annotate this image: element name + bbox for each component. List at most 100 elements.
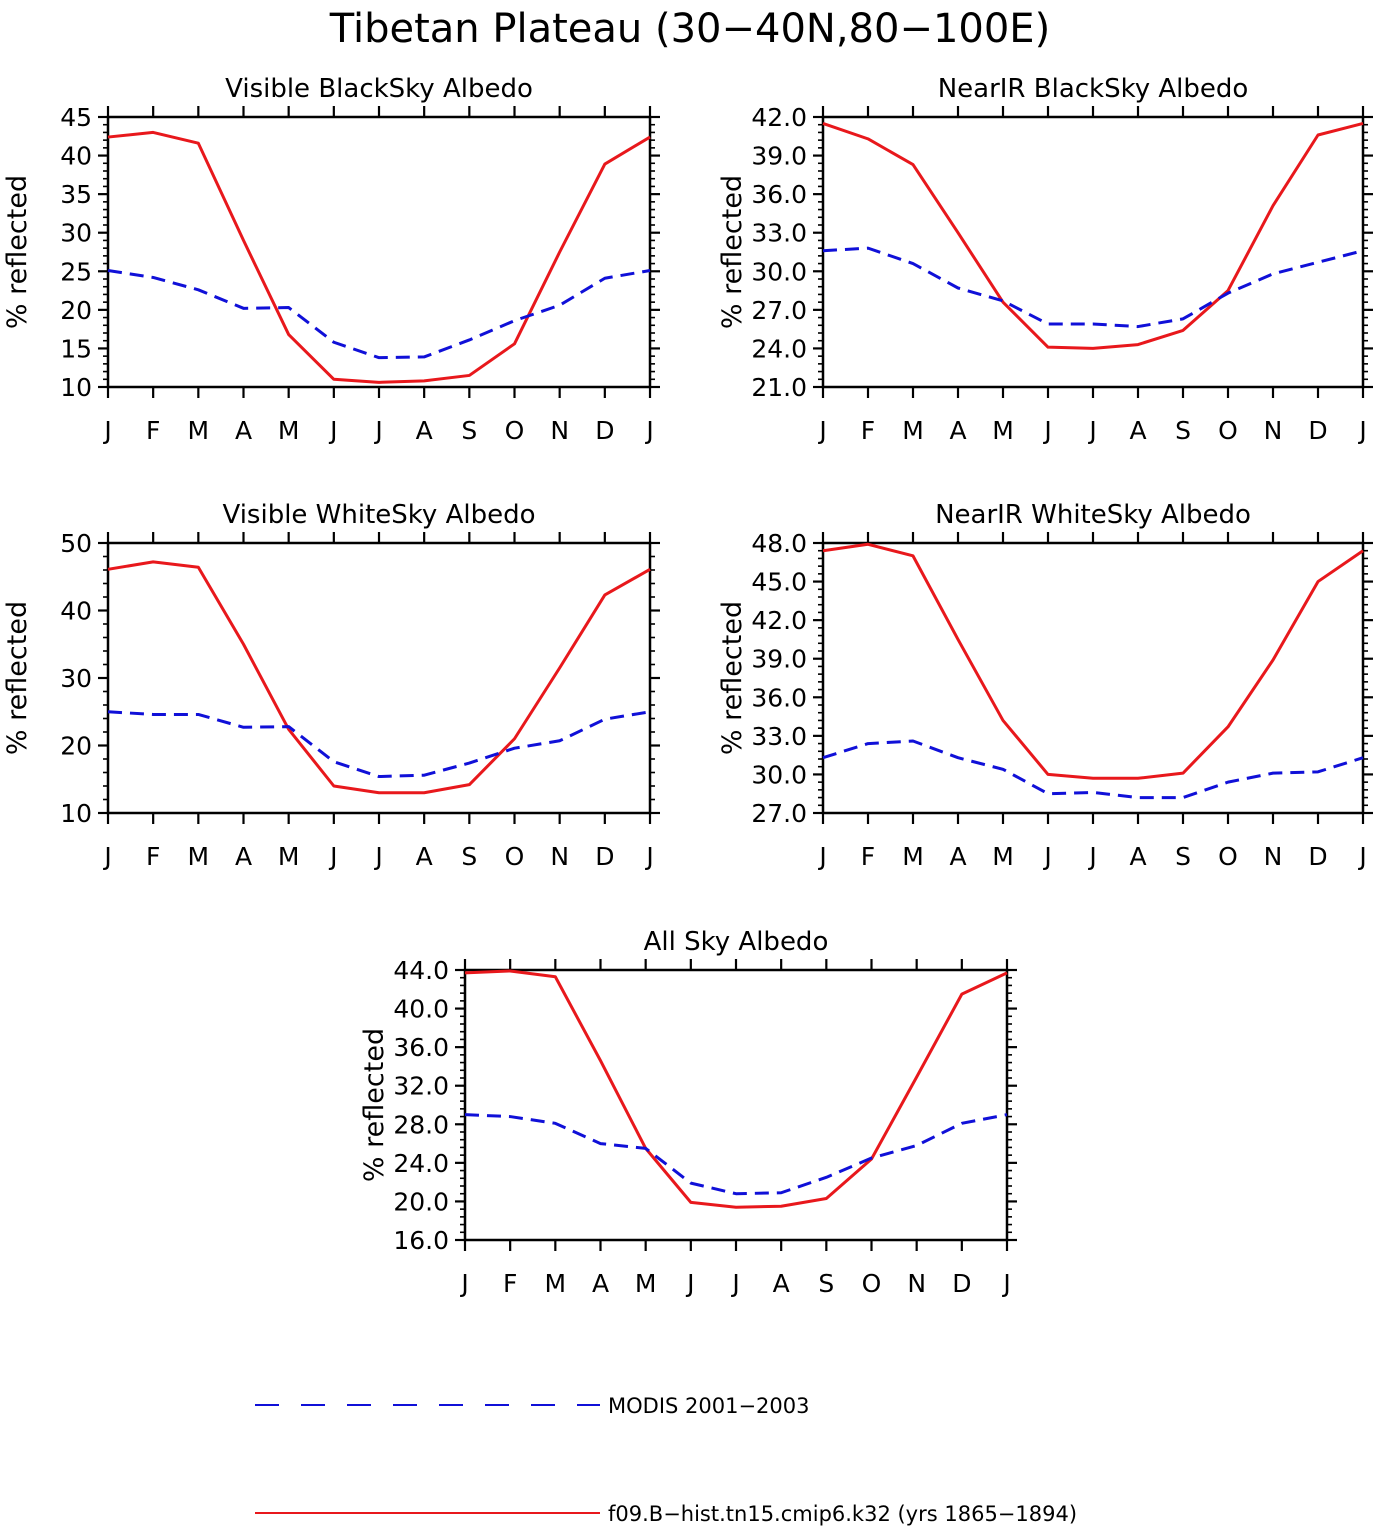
y-tick-label: 16.0 — [393, 1226, 449, 1255]
y-tick-label: 44.0 — [393, 956, 449, 985]
y-tick-label: 28.0 — [393, 1110, 449, 1139]
y-tick-label: 33.0 — [751, 722, 807, 751]
panel-title: Visible WhiteSky Albedo — [222, 500, 535, 530]
x-tick-label: J — [644, 842, 653, 871]
plot-frame — [463, 968, 1009, 1242]
y-tick-label: 24.0 — [751, 334, 807, 363]
series-line-modis — [107, 710, 651, 779]
x-tick-label: J — [817, 416, 826, 445]
panel-title: NearIR WhiteSky Albedo — [935, 500, 1251, 530]
x-tick-label: J — [373, 416, 382, 445]
y-tick-label: 40.0 — [393, 995, 449, 1024]
series-line-modis — [464, 1113, 1008, 1196]
x-tick-label: D — [1308, 416, 1327, 445]
plot-frame — [106, 115, 652, 389]
series-line-modis — [107, 269, 651, 360]
x-tick-label: M — [992, 416, 1014, 445]
figure-title: Tibetan Plateau (30−40N,80−100E) — [329, 6, 1050, 52]
x-tick-label: J — [1357, 842, 1366, 871]
y-tick-label: 20.0 — [393, 1187, 449, 1216]
plot-frame — [106, 541, 652, 815]
y-tick-label: 40 — [60, 597, 92, 626]
legend: MODIS 2001−2003 f09.B−hist.tn15.cmip6.k32… — [255, 1394, 1077, 1526]
x-axis-ticks — [463, 959, 1009, 1251]
y-tick-label: 48.0 — [751, 529, 807, 558]
x-tick-label: J — [459, 1269, 468, 1298]
x-tick-label: J — [685, 1269, 694, 1298]
x-tick-label: A — [235, 416, 252, 445]
y-axis-ticks — [813, 541, 1373, 815]
series-line-model — [464, 969, 1008, 1209]
series-line-model — [822, 542, 1364, 780]
legend-label: MODIS 2001−2003 — [608, 1394, 810, 1418]
y-axis-ticks — [98, 115, 660, 389]
panel-title: All Sky Albedo — [644, 927, 829, 957]
y-tick-label: 30 — [60, 664, 92, 693]
y-tick-label: 35 — [60, 180, 92, 209]
x-tick-label: A — [416, 416, 433, 445]
x-tick-label: S — [1175, 842, 1191, 871]
y-tick-label: 32.0 — [393, 1072, 449, 1101]
x-tick-label: J — [644, 416, 653, 445]
y-tick-label: 21.0 — [751, 373, 807, 402]
x-axis-ticks — [106, 106, 652, 398]
x-tick-label: A — [773, 1269, 790, 1298]
y-tick-label: 45.0 — [751, 568, 807, 597]
y-tick-label: 24.0 — [393, 1149, 449, 1178]
y-axis-label: % reflected — [717, 601, 748, 755]
x-tick-label: A — [592, 1269, 609, 1298]
y-tick-label: 25 — [60, 257, 92, 286]
y-tick-label: 39.0 — [751, 645, 807, 674]
x-tick-label: J — [102, 842, 111, 871]
x-tick-label: A — [949, 842, 966, 871]
y-axis-label: % reflected — [359, 1028, 390, 1182]
y-tick-label: 30.0 — [751, 760, 807, 789]
x-tick-label: N — [1264, 416, 1283, 445]
x-tick-label: J — [328, 842, 337, 871]
x-tick-label: J — [1042, 842, 1051, 871]
x-tick-label: F — [861, 842, 875, 871]
y-tick-label: 27.0 — [751, 296, 807, 325]
x-tick-label: M — [278, 842, 300, 871]
y-tick-label: 39.0 — [751, 142, 807, 171]
x-axis-ticks — [821, 532, 1365, 824]
x-tick-label: M — [635, 1269, 657, 1298]
y-axis-label: % reflected — [717, 175, 748, 329]
x-tick-label: M — [188, 416, 210, 445]
x-tick-label: F — [146, 842, 160, 871]
y-tick-label: 30.0 — [751, 257, 807, 286]
x-tick-label: O — [505, 416, 525, 445]
y-tick-label: 27.0 — [751, 799, 807, 828]
x-tick-label: F — [146, 416, 160, 445]
x-tick-label: D — [595, 842, 614, 871]
y-tick-label: 15 — [60, 334, 92, 363]
x-tick-label: J — [102, 416, 111, 445]
x-tick-label: N — [1264, 842, 1283, 871]
x-tick-label: J — [730, 1269, 739, 1298]
x-tick-label: J — [1042, 416, 1051, 445]
plot-frame — [821, 115, 1365, 389]
x-tick-label: N — [907, 1269, 926, 1298]
y-tick-label: 10 — [60, 799, 92, 828]
y-tick-label: 10 — [60, 373, 92, 402]
x-tick-label: M — [992, 842, 1014, 871]
x-tick-label: A — [949, 416, 966, 445]
x-tick-label: J — [1087, 416, 1096, 445]
y-tick-label: 45 — [60, 103, 92, 132]
x-tick-label: D — [1308, 842, 1327, 871]
x-tick-label: J — [817, 842, 826, 871]
x-tick-label: J — [1001, 1269, 1010, 1298]
x-tick-label: D — [952, 1269, 971, 1298]
y-tick-label: 20 — [60, 732, 92, 761]
x-tick-label: J — [328, 416, 337, 445]
x-tick-label: F — [503, 1269, 517, 1298]
x-tick-label: N — [550, 842, 569, 871]
x-tick-label: A — [1129, 842, 1146, 871]
series-line-modis — [822, 739, 1364, 800]
x-tick-label: O — [1218, 842, 1238, 871]
